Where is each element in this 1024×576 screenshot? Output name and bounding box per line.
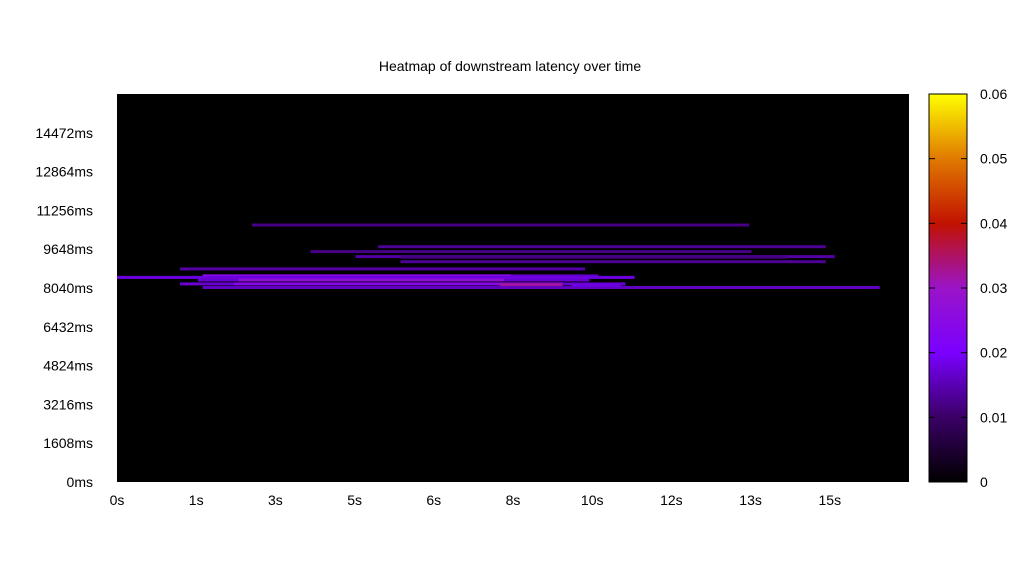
y-tick-label: 11256ms <box>36 202 93 218</box>
heatmap-cell <box>202 286 880 289</box>
heatmap-cell <box>400 255 788 259</box>
colorbar-tick-label: 0.02 <box>980 345 1007 361</box>
x-tick-label: 15s <box>819 492 842 508</box>
x-tick-label: 0s <box>110 492 125 508</box>
x-axis: 0s 1s 3s 5s 6s 8s 10s 12s 13s 15s <box>110 492 841 508</box>
heatmap-cell <box>400 260 826 264</box>
heatmap-cell <box>378 245 826 249</box>
heatmap-cell <box>310 250 752 254</box>
colorbar-tick-label: 0.06 <box>980 86 1007 102</box>
heatmap-cell <box>571 283 621 287</box>
colorbar-tick-label: 0.04 <box>980 215 1007 231</box>
colorbar-tick-label: 0 <box>980 474 988 490</box>
y-tick-label: 6432ms <box>43 319 93 335</box>
colorbar-tick-label: 0.05 <box>980 151 1007 167</box>
heatmap-cell <box>234 282 563 286</box>
heatmap-cell <box>180 267 585 271</box>
y-tick-label: 12864ms <box>35 164 93 180</box>
heatmap-cell <box>117 275 635 279</box>
chart-title: Heatmap of downstream latency over time <box>379 58 641 74</box>
x-tick-label: 6s <box>426 492 441 508</box>
heatmap-cell <box>238 278 504 282</box>
x-tick-label: 1s <box>189 492 204 508</box>
heatmap-cells <box>117 223 880 289</box>
x-tick-label: 8s <box>506 492 521 508</box>
y-tick-label: 3216ms <box>43 396 93 412</box>
colorbar-tick-label: 0.01 <box>980 409 1007 425</box>
y-tick-label: 14472ms <box>35 125 93 141</box>
y-tick-label: 9648ms <box>43 241 93 257</box>
y-tick-label: 4824ms <box>43 358 93 374</box>
x-tick-label: 10s <box>581 492 604 508</box>
heatmap-cell <box>252 223 750 227</box>
x-tick-label: 12s <box>660 492 683 508</box>
y-tick-label: 0ms <box>67 474 93 490</box>
y-tick-label: 8040ms <box>43 280 93 296</box>
colorbar-tick-label: 0.03 <box>980 280 1007 296</box>
colorbar-axis: 0 0.01 0.02 0.03 0.04 0.05 0.06 <box>929 86 1007 490</box>
heatmap-cell <box>499 283 563 287</box>
x-tick-label: 5s <box>347 492 362 508</box>
y-axis: 0ms 1608ms 3216ms 4824ms 6432ms 8040ms 9648ms 1… <box>35 125 93 490</box>
y-tick-label: 1608ms <box>43 435 93 451</box>
colorbar <box>928 93 968 483</box>
x-tick-label: 13s <box>739 492 762 508</box>
x-tick-label: 3s <box>268 492 283 508</box>
